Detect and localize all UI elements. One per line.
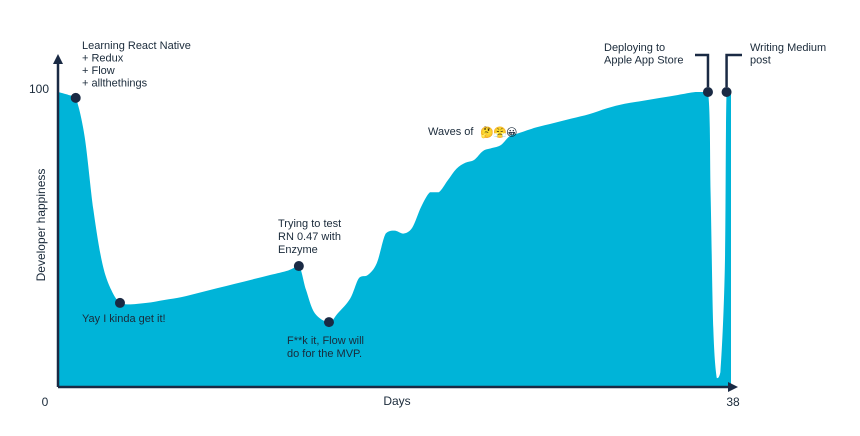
annotation-line: + Redux <box>82 53 124 65</box>
data-point-marker <box>114 297 125 308</box>
axes <box>53 54 738 392</box>
data-point-marker <box>70 92 81 103</box>
data-point-marker <box>702 87 713 97</box>
callout-brackets <box>695 53 742 87</box>
data-point-marker <box>293 261 304 272</box>
x-tick-label-start: 0 <box>42 395 49 409</box>
y-axis-label: Developer happiness <box>34 169 48 282</box>
annotation-line: Apple App Store <box>604 55 684 67</box>
data-point-marker <box>323 317 334 328</box>
annotation-line: + Flow <box>82 65 115 77</box>
emoji-icon: 😤 <box>493 126 507 139</box>
annotation-line: Learning React Native <box>82 40 191 52</box>
annotation-line: Yay I kinda get it! <box>82 313 166 325</box>
y-tick-label: 100 <box>29 82 49 96</box>
annotation-learning: Learning React Native+ Redux+ Flow+ allt… <box>82 40 191 90</box>
medium-callout-bracket <box>725 53 742 87</box>
annotations: Learning React Native+ Redux+ Flow+ allt… <box>82 40 826 360</box>
annotation-line: Enzyme <box>278 244 318 256</box>
x-axis-arrow <box>728 382 738 392</box>
annotation-line: Writing Medium <box>750 42 826 54</box>
annotation-line: post <box>750 55 771 67</box>
annotation-line: F**k it, Flow will <box>287 335 364 347</box>
annotation-waves: Waves of 🤔 😤 😀 <box>428 126 517 139</box>
emoji-icon: 🤔 <box>480 126 494 139</box>
deploy-callout-bracket <box>695 53 710 87</box>
x-tick-label-end: 38 <box>726 395 740 409</box>
annotation-line: Deploying to <box>604 42 665 54</box>
data-point-marker <box>721 87 732 97</box>
annotation-line: Trying to test <box>278 218 341 230</box>
annotation-line: RN 0.47 with <box>278 231 341 243</box>
happiness-area <box>58 92 731 387</box>
annotation-line: Waves of <box>428 126 474 138</box>
annotation-line: + allthethings <box>82 78 148 90</box>
data-points <box>70 87 732 328</box>
annotation-line: do for the MVP. <box>287 348 362 360</box>
y-axis-arrow <box>53 54 63 64</box>
annotation-yay: Yay I kinda get it! <box>82 313 166 325</box>
emoji-icon: 😀 <box>506 127 517 139</box>
x-axis-label: Days <box>383 394 410 408</box>
